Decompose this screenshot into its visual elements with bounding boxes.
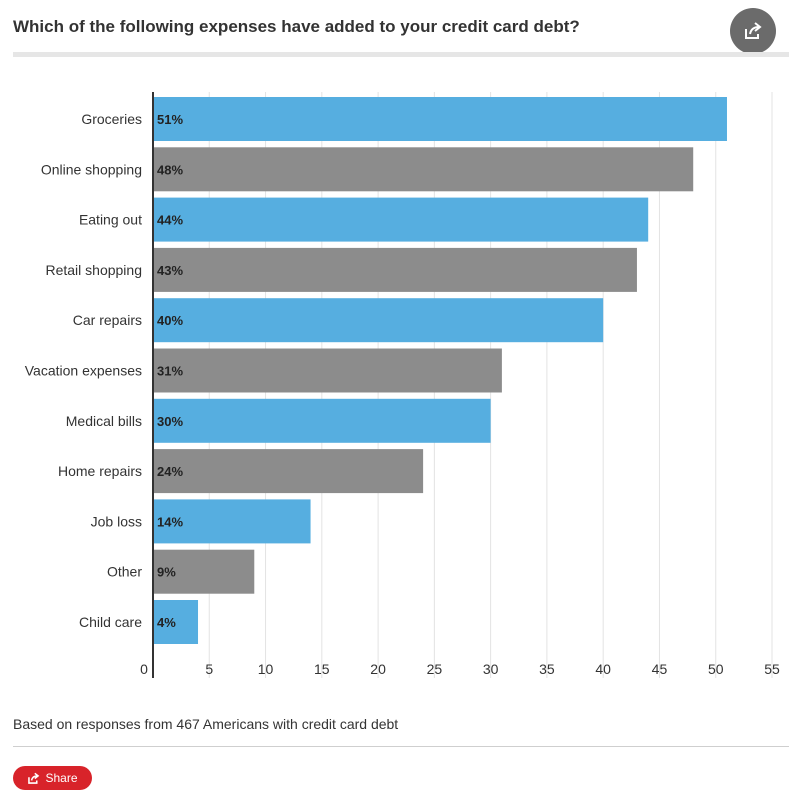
category-label: Other xyxy=(107,564,142,580)
bar xyxy=(153,97,727,141)
category-label: Groceries xyxy=(81,111,142,127)
data-label: 14% xyxy=(157,514,183,529)
bar xyxy=(153,549,255,594)
x-tick-label: 25 xyxy=(427,661,443,677)
x-tick-label: 45 xyxy=(652,661,668,677)
bar xyxy=(153,348,502,393)
data-label: 51% xyxy=(157,112,183,127)
category-label: Retail shopping xyxy=(45,262,142,278)
bar xyxy=(153,197,649,242)
share-button[interactable]: Share xyxy=(13,766,92,790)
data-label: 4% xyxy=(157,615,176,630)
x-tick-label: 5 xyxy=(205,661,213,677)
source-note: Based on responses from 467 Americans wi… xyxy=(13,716,399,732)
data-label: 30% xyxy=(157,414,183,429)
category-label: Job loss xyxy=(91,513,142,529)
bar xyxy=(153,298,604,343)
chart-title: Which of the following expenses have add… xyxy=(13,17,580,36)
category-label: Eating out xyxy=(79,212,142,228)
data-label: 40% xyxy=(157,313,183,328)
share-icon xyxy=(745,22,762,39)
bar xyxy=(153,499,311,544)
share-circle-button[interactable] xyxy=(730,8,776,54)
data-label: 31% xyxy=(157,364,183,379)
share-icon xyxy=(28,772,40,784)
x-tick-label: 30 xyxy=(483,661,499,677)
data-label: 24% xyxy=(157,464,183,479)
bar xyxy=(153,398,491,443)
share-label: Share xyxy=(45,771,78,785)
bar xyxy=(153,147,694,192)
category-label: Medical bills xyxy=(66,413,142,429)
category-label: Online shopping xyxy=(41,161,142,177)
bar xyxy=(153,600,199,644)
data-label: 44% xyxy=(157,213,183,228)
x-tick-label: 55 xyxy=(764,661,780,677)
footer-divider xyxy=(13,746,789,747)
data-label: 48% xyxy=(157,162,183,177)
bar-chart: 51% Groceries 48% Online shopping 44% Eating … xyxy=(25,92,780,678)
category-label: Car repairs xyxy=(73,312,142,328)
data-label: 43% xyxy=(157,263,183,278)
bar xyxy=(153,449,424,494)
category-label: Vacation expenses xyxy=(25,363,142,379)
x-tick-label: 40 xyxy=(595,661,611,677)
x-tick-label: 0 xyxy=(140,661,148,677)
category-label: Home repairs xyxy=(58,463,142,479)
x-tick-label: 35 xyxy=(539,661,555,677)
x-tick-label: 20 xyxy=(370,661,386,677)
bar xyxy=(153,247,637,292)
x-tick-label: 50 xyxy=(708,661,724,677)
title-divider xyxy=(13,52,789,57)
x-tick-label: 15 xyxy=(314,661,330,677)
category-label: Child care xyxy=(79,614,142,630)
data-label: 9% xyxy=(157,565,176,580)
x-tick-label: 10 xyxy=(258,661,274,677)
